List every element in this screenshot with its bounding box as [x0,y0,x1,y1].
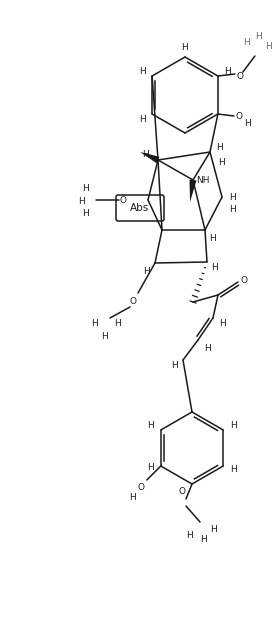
Polygon shape [140,152,160,163]
Text: H: H [144,266,150,275]
Text: H: H [182,43,189,52]
Text: H: H [92,318,98,328]
Text: H: H [230,192,236,201]
Text: O: O [240,275,248,284]
Polygon shape [128,197,148,203]
Text: H: H [102,332,108,341]
Text: H: H [129,493,136,502]
Text: H: H [256,31,262,40]
Text: H: H [217,142,223,151]
Text: H: H [266,42,272,50]
Text: H: H [79,197,85,206]
Text: O: O [179,488,185,497]
Text: H: H [172,360,178,369]
FancyBboxPatch shape [116,195,164,221]
Text: H: H [220,318,226,328]
Text: H: H [210,233,216,242]
Text: H: H [219,157,225,167]
Text: Abs: Abs [130,203,150,213]
Text: H: H [230,422,237,431]
Text: H: H [245,118,251,128]
Text: NH: NH [196,176,210,185]
Text: O: O [120,196,126,204]
Text: H: H [211,525,217,534]
Text: H: H [230,204,236,213]
Text: O: O [129,296,137,305]
Text: H: H [230,465,237,475]
Text: O: O [235,111,242,121]
Text: H: H [205,344,211,353]
Text: O: O [237,72,243,81]
Text: H: H [143,150,149,158]
Text: H: H [83,208,89,217]
Text: H: H [212,263,218,272]
Text: H: H [201,535,207,544]
Text: H: H [187,532,193,541]
Text: H: H [243,38,250,47]
Text: H: H [83,183,89,192]
Polygon shape [190,180,197,202]
Text: H: H [139,66,145,75]
Text: H: H [115,318,121,328]
Text: O: O [137,484,144,493]
Text: H: H [225,66,231,75]
Text: H: H [139,114,145,123]
Text: H: H [147,463,154,472]
Text: H: H [147,422,154,431]
